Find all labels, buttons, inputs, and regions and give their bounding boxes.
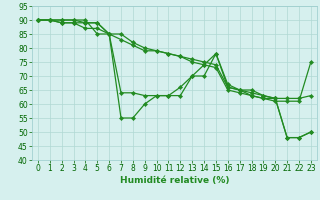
X-axis label: Humidité relative (%): Humidité relative (%) bbox=[120, 176, 229, 185]
